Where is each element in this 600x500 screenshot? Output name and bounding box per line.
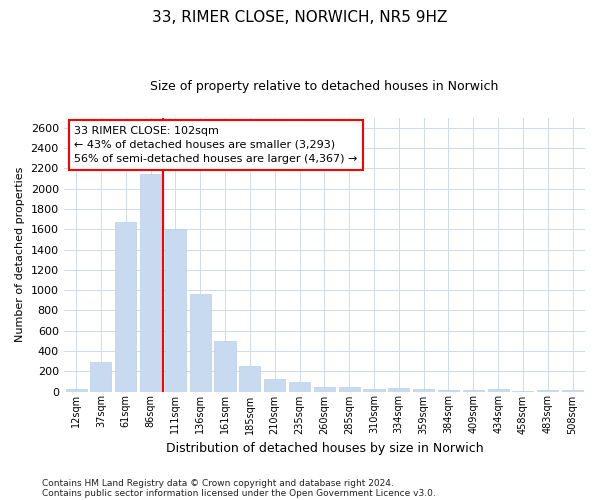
- Bar: [364, 390, 385, 392]
- Bar: [463, 390, 484, 392]
- Bar: [314, 387, 335, 392]
- Bar: [438, 390, 459, 392]
- Bar: [239, 366, 260, 392]
- Bar: [264, 380, 285, 392]
- Bar: [190, 294, 211, 392]
- Bar: [65, 389, 86, 392]
- X-axis label: Distribution of detached houses by size in Norwich: Distribution of detached houses by size …: [166, 442, 483, 455]
- Title: Size of property relative to detached houses in Norwich: Size of property relative to detached ho…: [150, 80, 499, 93]
- Bar: [338, 387, 360, 392]
- Y-axis label: Number of detached properties: Number of detached properties: [15, 167, 25, 342]
- Bar: [289, 382, 310, 392]
- Bar: [140, 174, 161, 392]
- Text: Contains HM Land Registry data © Crown copyright and database right 2024.: Contains HM Land Registry data © Crown c…: [42, 478, 394, 488]
- Bar: [413, 389, 434, 392]
- Bar: [512, 390, 533, 392]
- Text: 33 RIMER CLOSE: 102sqm
← 43% of detached houses are smaller (3,293)
56% of semi-: 33 RIMER CLOSE: 102sqm ← 43% of detached…: [74, 126, 358, 164]
- Bar: [214, 341, 236, 392]
- Bar: [562, 390, 583, 392]
- Bar: [91, 362, 112, 392]
- Text: Contains public sector information licensed under the Open Government Licence v3: Contains public sector information licen…: [42, 488, 436, 498]
- Bar: [537, 390, 559, 392]
- Bar: [488, 390, 509, 392]
- Bar: [388, 388, 409, 392]
- Bar: [165, 230, 186, 392]
- Bar: [115, 222, 136, 392]
- Text: 33, RIMER CLOSE, NORWICH, NR5 9HZ: 33, RIMER CLOSE, NORWICH, NR5 9HZ: [152, 10, 448, 25]
